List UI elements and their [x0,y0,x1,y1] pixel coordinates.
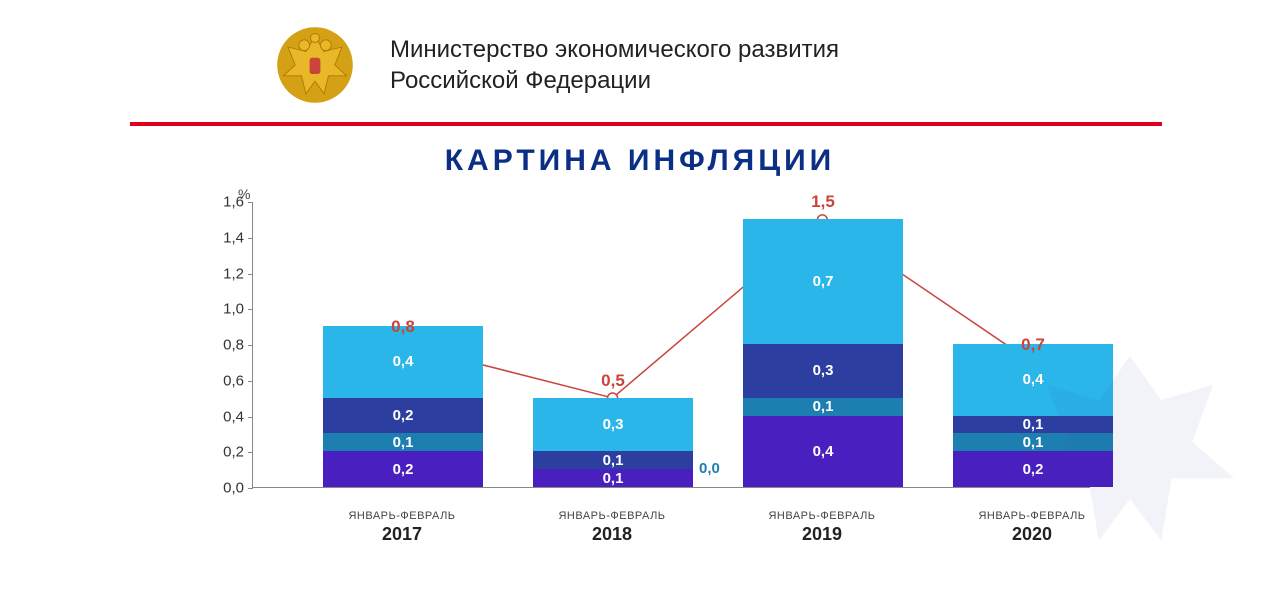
bar-segment: 0,4 [743,416,903,488]
x-month: ЯНВАРЬ-ФЕВРАЛЬ [322,510,482,522]
y-tick-label: 1,2 [194,265,244,282]
y-tick-label: 1,4 [194,229,244,246]
x-year: 2018 [532,524,692,545]
line-value-label: 0,5 [601,371,625,391]
x-year: 2020 [952,524,1112,545]
org-line1: Министерство экономического развития [390,34,839,65]
plot-area: 0,20,10,20,40,10,00,10,30,40,10,30,70,20… [252,202,1090,488]
x-category-label: ЯНВАРЬ-ФЕВРАЛЬ 2017 [322,510,482,545]
segment-label-outside: 0,0 [699,460,720,477]
bar-segment: 0,3 [743,344,903,398]
x-category-label: ЯНВАРЬ-ФЕВРАЛЬ 2018 [532,510,692,545]
x-category-label: ЯНВАРЬ-ФЕВРАЛЬ 2020 [952,510,1112,545]
y-tick-label: 0,0 [194,480,244,497]
bar-segment: 0,1 [743,398,903,416]
y-tick-label: 0,8 [194,337,244,354]
x-month: ЯНВАРЬ-ФЕВРАЛЬ [952,510,1112,522]
bar-segment: 0,2 [953,451,1113,487]
chart: % 0,00,20,40,60,81,01,21,41,6 0,20,10,20… [180,188,1100,558]
bar-segment: 0,1 [323,433,483,451]
y-tick-label: 1,0 [194,301,244,318]
bar-segment: 0,2 [323,398,483,434]
header: Министерство экономического развития Рос… [0,0,1280,122]
x-month: ЯНВАРЬ-ФЕВРАЛЬ [532,510,692,522]
y-tick-label: 0,4 [194,408,244,425]
chart-title: КАРТИНА ИНФЛЯЦИИ [0,144,1280,178]
org-name: Министерство экономического развития Рос… [390,34,839,96]
x-category-label: ЯНВАРЬ-ФЕВРАЛЬ 2019 [742,510,902,545]
emblem-icon [270,20,360,110]
x-year: 2019 [742,524,902,545]
divider-red [130,122,1162,126]
bar-segment: 0,1 [533,451,693,469]
x-axis-labels: ЯНВАРЬ-ФЕВРАЛЬ2017ЯНВАРЬ-ФЕВРАЛЬ2018ЯНВА… [252,498,1090,558]
x-month: ЯНВАРЬ-ФЕВРАЛЬ [742,510,902,522]
bar-segment: 0,3 [533,398,693,452]
line-value-label: 1,5 [811,192,835,212]
y-tick-label: 0,6 [194,372,244,389]
line-value-label: 0,8 [391,317,415,337]
line-value-label: 0,7 [1021,335,1045,355]
bar-segment: 0,2 [323,451,483,487]
bar-segment: 0,1 [533,469,693,487]
y-tick-label: 1,6 [194,194,244,211]
y-axis: 0,00,20,40,60,81,01,21,41,6 [194,202,244,488]
bar-segment: 0,7 [743,219,903,344]
x-year: 2017 [322,524,482,545]
y-tick-label: 0,2 [194,444,244,461]
bar-segment: 0,1 [953,416,1113,434]
trend-line [403,220,1032,398]
org-line2: Российской Федерации [390,65,839,96]
bar-segment: 0,1 [953,433,1113,451]
